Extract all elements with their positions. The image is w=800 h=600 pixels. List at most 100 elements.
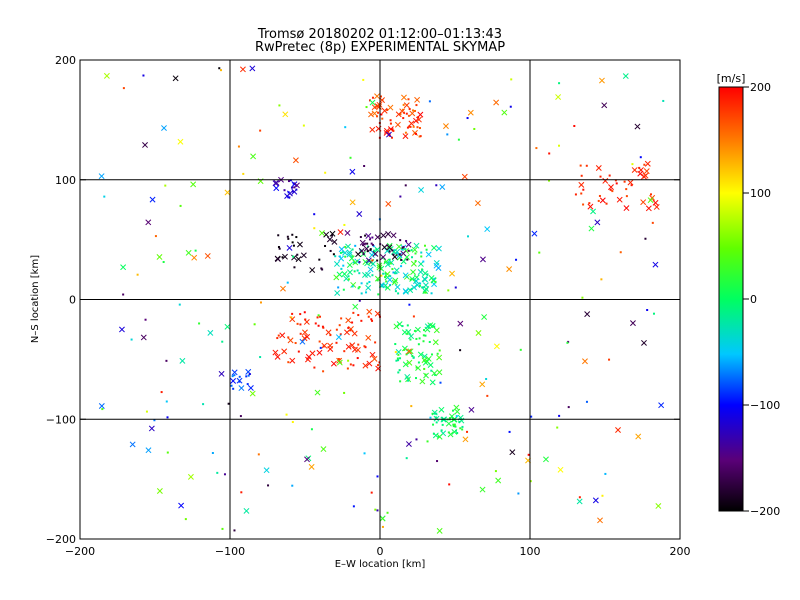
data-point-dot <box>412 356 415 359</box>
data-point-cross <box>336 359 343 366</box>
data-point-cross <box>578 181 585 188</box>
data-point-cross <box>543 456 549 463</box>
data-point-dot <box>404 131 407 134</box>
data-point-dot <box>397 353 400 356</box>
data-point-dot <box>401 248 404 251</box>
data-point-dot <box>366 245 369 248</box>
data-point-cross <box>394 121 401 128</box>
data-point-dot <box>364 234 367 237</box>
data-point-dot <box>408 125 411 128</box>
colorbar-tick-label: −200 <box>750 505 780 518</box>
data-point-dot <box>485 377 488 380</box>
chart-title: Tromsø 20180202 01:12:00–01:13:43 <box>257 27 502 42</box>
data-point-cross <box>386 242 393 249</box>
data-point-dot <box>437 435 440 438</box>
data-point-cross <box>178 502 185 509</box>
data-point-dot <box>548 152 551 155</box>
data-point-dot <box>579 164 582 167</box>
data-point-dot <box>357 343 360 346</box>
data-point-cross <box>451 428 458 435</box>
data-point-dot <box>371 274 374 277</box>
data-point-cross <box>417 269 424 275</box>
data-point-cross <box>655 503 662 509</box>
data-point-dot <box>423 367 426 370</box>
data-point-dot <box>459 349 462 352</box>
y-tick-label: −100 <box>46 413 76 426</box>
data-point-dot <box>365 106 368 109</box>
data-point-cross <box>445 420 452 427</box>
data-point-dot <box>558 144 561 147</box>
data-point-dot <box>320 267 323 270</box>
data-point-cross <box>374 310 381 317</box>
data-point-dot <box>349 156 352 159</box>
data-point-cross <box>376 262 383 269</box>
data-point-cross <box>365 284 372 291</box>
data-point-cross <box>480 256 486 263</box>
data-point-dot <box>370 318 373 321</box>
data-point-dot <box>285 413 288 416</box>
data-point-dot <box>457 138 460 141</box>
data-point-dot <box>650 193 653 196</box>
data-point-dot <box>581 296 584 299</box>
data-point-cross <box>436 433 443 440</box>
data-point-dot <box>371 259 374 262</box>
data-point-cross <box>402 361 409 368</box>
data-point-cross <box>601 102 608 109</box>
data-point-cross <box>433 415 440 422</box>
data-point-cross <box>407 348 414 355</box>
data-point-dot <box>179 204 182 207</box>
data-point-cross <box>330 360 337 367</box>
data-point-dot <box>566 341 569 344</box>
data-point-dot <box>418 135 421 138</box>
data-point-dot <box>339 333 342 336</box>
data-point-dot <box>329 249 332 252</box>
data-point-dot <box>297 350 300 353</box>
data-point-cross <box>371 355 378 362</box>
data-point-cross <box>327 342 334 349</box>
data-point-dot <box>405 112 408 115</box>
data-point-dot <box>411 109 414 112</box>
data-point-cross <box>156 488 163 494</box>
data-point-cross <box>385 231 392 237</box>
data-point-dot <box>408 107 411 110</box>
data-point-cross <box>401 345 408 352</box>
data-point-dot <box>313 213 316 216</box>
data-point-dot <box>373 249 376 252</box>
data-point-cross <box>429 379 436 386</box>
data-point-dot <box>247 374 250 377</box>
data-point-dot <box>376 115 379 118</box>
data-point-dot <box>310 428 313 431</box>
data-point-cross <box>479 486 486 493</box>
data-point-cross <box>623 205 630 212</box>
data-point-cross <box>403 102 410 109</box>
data-point-dot <box>358 286 361 289</box>
data-point-dot <box>529 480 532 483</box>
data-point-dot <box>646 309 649 312</box>
data-point-dot <box>362 253 365 256</box>
data-point-cross <box>98 173 105 180</box>
data-point-cross <box>644 160 651 167</box>
data-point-dot <box>368 280 371 283</box>
data-point-dot <box>358 299 361 302</box>
data-point-cross <box>635 433 642 440</box>
data-point-cross <box>406 359 413 366</box>
data-point-cross <box>447 431 454 438</box>
data-point-dot <box>411 354 414 357</box>
data-point-dot <box>625 195 628 198</box>
data-point-dot <box>406 126 409 129</box>
data-point-dot <box>395 359 398 362</box>
data-point-dot <box>473 127 476 130</box>
data-point-dot <box>394 343 397 346</box>
data-point-dot <box>318 258 321 261</box>
tick-labels: −200 −100 0 100 200 −200 −100 0 100 200 <box>46 54 691 558</box>
data-point-cross <box>409 110 416 117</box>
data-point-dot <box>318 340 321 343</box>
data-point-cross <box>414 96 421 103</box>
data-point-cross <box>297 241 303 248</box>
data-point-cross <box>369 99 376 106</box>
data-point-dot <box>556 426 559 429</box>
data-point-cross <box>156 254 163 260</box>
data-point-dot <box>287 191 290 194</box>
data-point-dot <box>401 325 404 328</box>
data-point-dot <box>509 105 512 108</box>
